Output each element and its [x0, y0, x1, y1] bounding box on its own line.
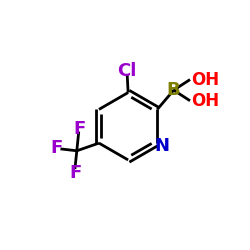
- Text: B: B: [167, 81, 180, 99]
- Text: F: F: [74, 120, 86, 138]
- Text: Cl: Cl: [118, 62, 137, 80]
- Text: N: N: [154, 137, 170, 155]
- Text: OH: OH: [191, 92, 219, 110]
- Text: OH: OH: [191, 70, 219, 88]
- Text: F: F: [50, 139, 62, 157]
- Text: F: F: [70, 164, 82, 182]
